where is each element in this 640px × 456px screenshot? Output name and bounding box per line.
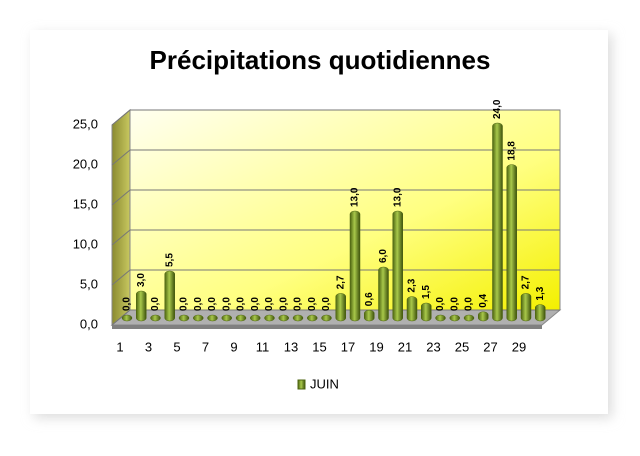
value-label: 3,0	[136, 273, 147, 287]
y-tick-label: 5,0	[80, 276, 98, 291]
grid-line	[111, 189, 560, 206]
bar	[292, 314, 304, 322]
x-tick-label: 9	[230, 339, 237, 354]
legend-swatch	[297, 379, 306, 390]
bar	[349, 210, 361, 322]
bar	[463, 314, 475, 322]
value-label: 18,8	[506, 141, 517, 161]
value-label: 13,0	[350, 187, 361, 207]
x-tick-label: 3	[145, 339, 152, 354]
value-label: 0,0	[464, 297, 475, 311]
value-label: 2,7	[521, 275, 532, 289]
value-label: 0,0	[179, 297, 190, 311]
x-tick-label: 1	[116, 339, 123, 354]
bar	[478, 311, 489, 322]
grid-line	[111, 149, 560, 166]
y-tick-label: 20,0	[73, 156, 98, 171]
bar	[449, 314, 460, 322]
x-tick-label: 11	[256, 339, 270, 354]
bar	[364, 309, 375, 322]
value-label: 0,0	[449, 297, 460, 311]
value-label: 5,5	[164, 253, 175, 267]
bar	[506, 164, 517, 322]
bar	[278, 314, 289, 322]
bar	[435, 314, 446, 322]
bar	[307, 314, 318, 322]
bar	[520, 293, 532, 322]
x-tick-label: 21	[398, 339, 412, 354]
value-label: 6,0	[378, 249, 389, 263]
floor-edge	[112, 325, 542, 329]
bar	[235, 314, 247, 322]
grid-line	[111, 229, 560, 246]
bar	[406, 296, 418, 322]
bar	[378, 266, 389, 322]
bar	[221, 314, 232, 322]
bar	[264, 314, 275, 322]
x-tick-label: 25	[455, 339, 469, 354]
y-tick-label: 0,0	[80, 316, 98, 331]
grid-line	[111, 109, 560, 126]
value-label: 0,0	[193, 297, 204, 311]
value-label: 0,0	[236, 297, 247, 311]
value-label: 0,0	[321, 297, 332, 311]
value-label: 1,5	[421, 285, 432, 299]
y-tick-label: 15,0	[73, 196, 98, 211]
value-label: 1,3	[535, 286, 546, 300]
bar	[121, 314, 133, 322]
value-label: 2,3	[407, 278, 418, 292]
value-label: 0,6	[364, 292, 375, 306]
value-label: 0,0	[307, 297, 318, 311]
bar	[207, 314, 218, 322]
value-label: 0,4	[478, 293, 489, 307]
value-label: 0,0	[264, 297, 275, 311]
bar	[193, 314, 204, 322]
value-label: 0,0	[435, 297, 446, 311]
x-tick-label: 15	[312, 339, 326, 354]
y-tick-label: 10,0	[73, 236, 98, 251]
bar	[421, 302, 432, 322]
y-tick-label: 25,0	[73, 116, 98, 131]
x-tick-label: 23	[426, 339, 440, 354]
value-label: 0,0	[278, 297, 289, 311]
value-label: 13,0	[392, 187, 403, 207]
value-label: 0,0	[250, 297, 261, 311]
value-label: 0,0	[221, 297, 232, 311]
bar	[392, 210, 403, 322]
value-label: 24,0	[492, 99, 503, 119]
x-tick-label: 19	[369, 339, 383, 354]
x-tick-label: 7	[202, 339, 209, 354]
x-tick-label: 5	[173, 339, 180, 354]
bar	[250, 314, 261, 322]
bar	[150, 314, 161, 322]
bar	[164, 270, 175, 322]
bar	[492, 122, 503, 322]
x-tick-label: 29	[512, 339, 526, 354]
value-label: 0,0	[293, 297, 304, 311]
bar	[321, 314, 332, 322]
x-tick-label: 27	[483, 339, 497, 354]
chart-title: Précipitations quotidiennes	[150, 45, 491, 75]
value-label: 0,0	[207, 297, 218, 311]
side-wall	[111, 108, 131, 327]
bar	[535, 304, 546, 322]
bar	[178, 314, 190, 322]
grid-line	[111, 269, 560, 286]
x-tick-label: 13	[284, 339, 298, 354]
value-label: 0,0	[150, 297, 161, 311]
x-tick-label: 17	[341, 339, 355, 354]
legend-label: JUIN	[310, 376, 339, 391]
value-label: 0,0	[122, 297, 133, 311]
bar	[335, 293, 346, 322]
bar	[136, 290, 147, 322]
value-label: 2,7	[335, 275, 346, 289]
